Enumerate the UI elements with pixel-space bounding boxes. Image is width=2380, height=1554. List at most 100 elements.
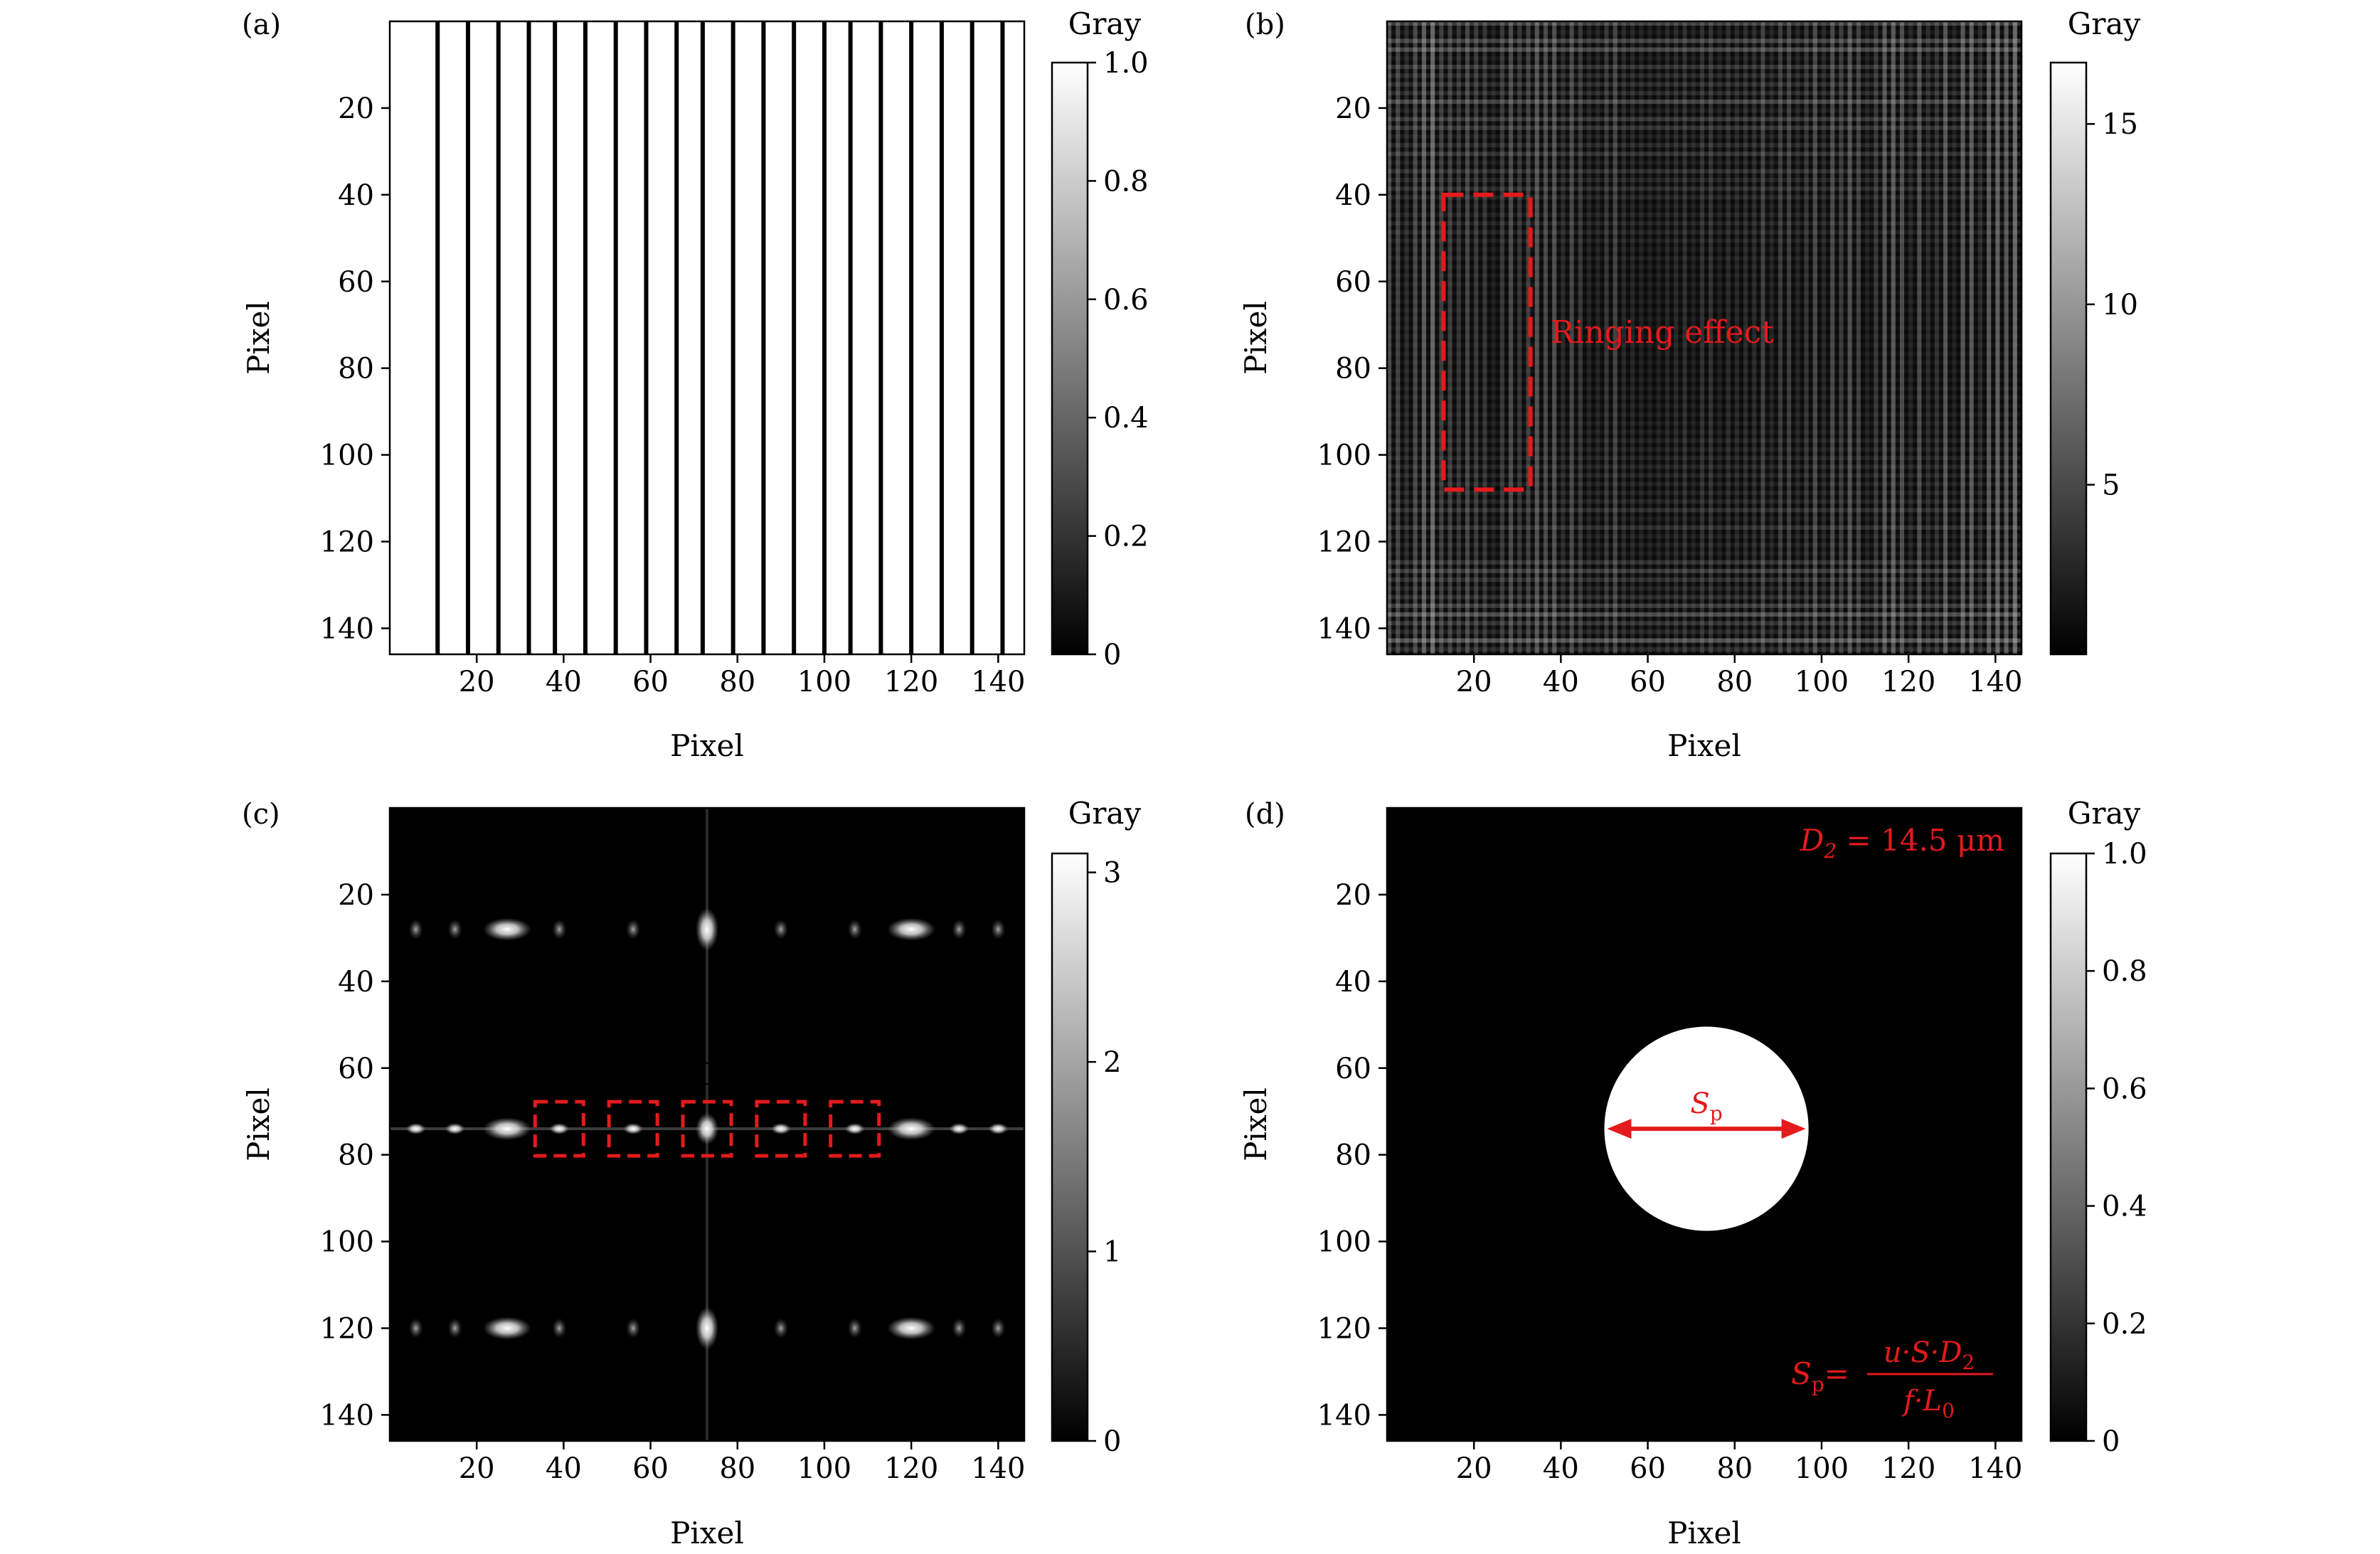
order-label: −1: [611, 1057, 655, 1092]
column-stripe: [1760, 21, 1765, 654]
row-stripe: [1387, 160, 2022, 165]
row-stripe: [1387, 117, 2022, 122]
grating-line: [731, 21, 735, 654]
colorbar-tick-label: 0: [1103, 639, 1121, 671]
x-ticks-d: 20 40 60 80 100 120 140: [1456, 1441, 2023, 1485]
panel-a: (a) 20 40 60 80 100 120 140 20406080100120140 …: [241, 6, 1149, 763]
row-stripe: [1387, 221, 2022, 226]
row-stripe: [1387, 430, 2022, 435]
column-stripe: [1752, 21, 1757, 654]
column-stripe: [1943, 21, 1948, 654]
column-stripe: [1743, 21, 1748, 654]
row-stripe: [1387, 203, 2022, 208]
spectrum-side-peak: [770, 1123, 791, 1135]
row-stripe: [1387, 438, 2022, 443]
column-stripe: [1656, 21, 1661, 654]
row-stripe: [1387, 73, 2022, 78]
row-stripe: [1387, 395, 2022, 400]
order-box: [533, 1100, 585, 1158]
row-stripe: [1387, 290, 2022, 295]
x-tick-label: 100: [1795, 1452, 1849, 1485]
grating-line: [1000, 21, 1005, 654]
row-stripe: [1387, 377, 2022, 383]
order-box: [755, 1100, 807, 1158]
sp-label: Sp: [1690, 1087, 1722, 1125]
grating-line: [553, 21, 558, 654]
column-stripe: [1995, 21, 2000, 654]
x-tick-label: 100: [797, 666, 851, 698]
column-stripe: [1447, 21, 1452, 654]
colorbar-ticks-c: 0 1 2 3: [1088, 857, 1121, 1458]
row-stripe: [1387, 230, 2022, 235]
colorbar-tick-label: 15: [2102, 108, 2138, 141]
x-tick-label: 80: [1716, 666, 1753, 698]
column-stripe: [2012, 21, 2017, 654]
colorbar-tick-label: 0: [2102, 1425, 2120, 1458]
ringing-box: [1441, 192, 1533, 492]
grating-line: [969, 21, 974, 654]
row-stripe: [1387, 125, 2022, 130]
x-ticks-b: 20 40 60 80 100 120 140: [1456, 654, 2023, 698]
grating-line: [939, 21, 944, 654]
column-stripe: [1543, 21, 1548, 654]
row-stripe: [1387, 134, 2022, 139]
y-tick-label: 140: [1317, 612, 1371, 645]
x-tick-label: 60: [1630, 666, 1666, 698]
y-tick-label: 40: [338, 179, 374, 212]
x-tick-label: 20: [459, 666, 495, 698]
column-stripe: [1691, 21, 1696, 654]
row-stripe: [1387, 543, 2022, 548]
colorbar-tick-label: 0.2: [1103, 521, 1149, 553]
x-tick-label: 80: [719, 666, 755, 698]
column-stripe: [1665, 21, 1670, 654]
x-tick-label: 60: [632, 1452, 669, 1485]
column-stripe: [1499, 21, 1504, 654]
column-stripe: [1517, 21, 1522, 654]
column-stripe: [1882, 21, 1887, 654]
column-stripe: [1639, 21, 1644, 654]
y-axis-label-c: Pixel: [241, 1087, 276, 1161]
colorbar-tick-label: 1.0: [2102, 838, 2147, 871]
colorbar-tick-label: 0.2: [2102, 1308, 2147, 1341]
row-stripe: [1387, 533, 2022, 539]
x-tick-label: 80: [1716, 1452, 1753, 1485]
panel-b: (b) Ringing effect 20 40 60 80 100 120 140 20 4…: [1238, 6, 2140, 763]
plot-area-b: [1387, 21, 2022, 654]
spectrum-side-peak: [405, 1123, 426, 1135]
column-stripe: [1456, 21, 1461, 654]
row-stripe: [1387, 108, 2022, 113]
panel-c: (c) −2 −1 0 1 2 20 40 60 80 100 120 140 2040608010…: [241, 796, 1141, 1550]
column-stripe: [1734, 21, 1739, 654]
row-stripe: [1387, 473, 2022, 478]
x-tick-label: 20: [1456, 666, 1492, 698]
colorbar-tick-label: 0.6: [1103, 284, 1149, 316]
spectrum-peak: [887, 1117, 936, 1141]
colorbar-tick-label: 2: [1103, 1046, 1121, 1079]
colorbar-ticks-d: 0 0.2 0.4 0.6 0.8 1.0: [2086, 838, 2147, 1458]
colorbar-b: [2049, 61, 2088, 656]
grating-line: [526, 21, 531, 654]
y-tick-label: 100: [1317, 440, 1371, 472]
row-stripe: [1387, 490, 2022, 495]
row-stripe: [1387, 455, 2022, 461]
row-stripe: [1387, 629, 2022, 634]
spectrum-side-peak: [549, 1123, 570, 1135]
order-box: [607, 1100, 659, 1158]
row-stripe: [1387, 316, 2022, 321]
row-stripe: [1387, 334, 2022, 339]
x-tick-label: 20: [1456, 1452, 1492, 1485]
y-tick-label: 100: [1317, 1226, 1371, 1259]
row-stripe: [1387, 195, 2022, 200]
row-stripe: [1387, 351, 2022, 356]
colorbar-tick-label: 0.4: [2102, 1191, 2147, 1223]
grating-line: [700, 21, 705, 654]
spectrum-side-peak: [445, 1123, 465, 1135]
row-stripe: [1387, 55, 2022, 60]
spectrum-side-peak: [447, 919, 462, 940]
colorbar-d: [2049, 852, 2088, 1442]
x-tick-label: 120: [1881, 666, 1935, 698]
panel-label-a: (a): [242, 9, 281, 41]
row-stripe: [1387, 481, 2022, 486]
spectrum-side-peak: [552, 1318, 567, 1339]
row-stripe: [1387, 343, 2022, 348]
